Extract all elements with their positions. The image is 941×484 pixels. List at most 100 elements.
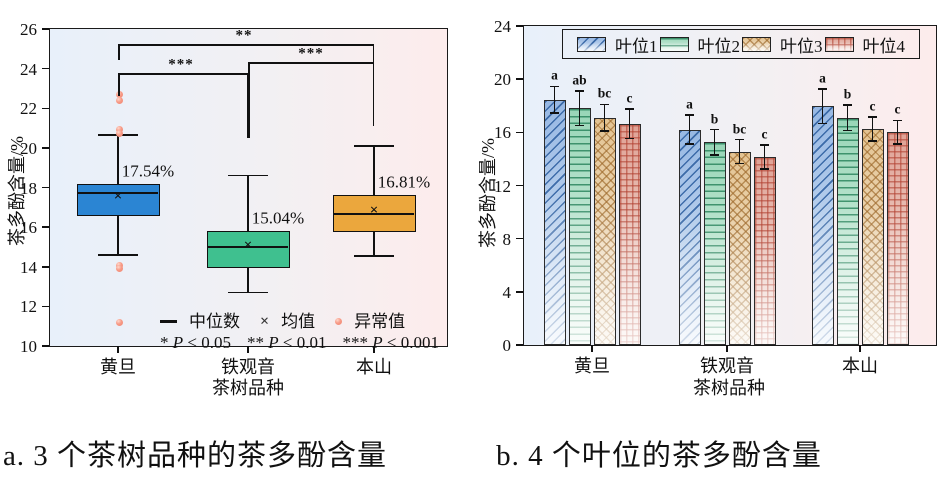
boxplot-legend: 中位数 × 均值 异常值 * P < 0.05 ** P < 0.01 *** P < 0.… <box>160 313 439 351</box>
y-tick-label-a: 26 <box>20 20 37 39</box>
y-tick-a <box>41 305 49 308</box>
whisker-cap-top <box>228 174 268 177</box>
error-bar-cap <box>685 143 694 146</box>
mean-label: 均值 <box>281 312 316 331</box>
x-tick-a <box>247 346 249 353</box>
x-tick-b <box>859 345 861 352</box>
whisker-cap-bottom <box>98 254 138 256</box>
sig-letter: c <box>626 90 633 106</box>
outlier-marker <box>115 96 123 104</box>
caption-b: b. 4 个叶位的茶多酚含量 <box>496 440 822 472</box>
category-label-a: 本山 <box>356 357 392 377</box>
mean-x-icon: × <box>260 312 270 330</box>
y-tick-label-a: 20 <box>20 138 37 158</box>
error-bar-line <box>871 117 874 141</box>
category-label-a: 铁观音 <box>221 357 275 377</box>
y-tick-label-a: 22 <box>20 99 37 119</box>
error-bar-cap <box>868 116 877 118</box>
y-tick-label-a: 12 <box>20 297 37 317</box>
y-tick-a <box>41 107 49 109</box>
y-tick-label-b: 8 <box>502 229 512 249</box>
sig-bracket-drop <box>246 73 248 138</box>
error-bar-cap <box>868 140 877 142</box>
y-tick-a <box>41 345 49 347</box>
outlier-marker <box>115 318 123 326</box>
error-bar-cap <box>575 90 584 92</box>
y-tick-b <box>515 237 523 240</box>
sig-letter: a <box>819 70 826 86</box>
y-tick-b <box>515 291 523 293</box>
plot-area-a: 中位数 × 均值 异常值 * P < 0.05 ** P < 0.01 *** P < 0.… <box>20 21 448 376</box>
sig-label: *** <box>168 56 194 73</box>
category-label-b: 铁观音 <box>700 356 754 376</box>
legend-item-leaf3: 叶位3 <box>742 32 823 57</box>
error-bar-line <box>763 144 766 169</box>
sig-bracket-line <box>118 73 248 75</box>
bar-叶位4-黄旦 <box>618 123 641 345</box>
error-bar-line <box>578 91 581 126</box>
leaf3-swatch-icon <box>742 36 771 52</box>
error-bar-cap <box>818 122 827 125</box>
outlier-marker <box>115 265 123 273</box>
y-tick-a <box>41 226 49 228</box>
sig-letter: a <box>551 67 558 83</box>
error-bar-line <box>603 104 606 131</box>
mean-marker: × <box>243 237 253 254</box>
leaf2-swatch-icon <box>659 36 689 52</box>
error-bar-cap <box>600 130 609 132</box>
error-bar-cap <box>843 104 852 106</box>
box <box>206 231 290 268</box>
legend-label-leaf3: 叶位3 <box>780 36 823 56</box>
leaf4-swatch-icon <box>824 36 854 52</box>
error-bar-cap <box>710 128 719 131</box>
median-line <box>208 245 288 248</box>
y-tick-b <box>515 25 523 27</box>
bar-叶位2-铁观音 <box>703 142 726 345</box>
error-bar-cap <box>735 162 744 165</box>
sig-letter: ab <box>572 72 587 88</box>
error-bar-line <box>713 129 716 155</box>
error-bar-cap <box>625 137 634 140</box>
outlier-icon <box>335 318 343 325</box>
x-tick-a <box>373 346 375 353</box>
plot-area-b: 叶位1 叶位2 叶位3 叶位4 24 20 16 12 8 4 0 黄旦 铁观音 本山 a a a ab b… <box>494 18 937 375</box>
category-label-a: 黄旦 <box>100 357 136 377</box>
legend-item-leaf2: 叶位2 <box>659 32 741 57</box>
legend-row-pvalues: * P < 0.05 ** P < 0.01 *** P < 0.001 <box>160 334 439 351</box>
sig-bracket-drop <box>118 73 120 96</box>
whisker-cap-bottom <box>228 291 268 294</box>
x-tick-a <box>117 346 119 353</box>
leaf1-swatch-icon <box>577 36 606 52</box>
error-bar-cap <box>625 108 634 110</box>
whisker-cap-bottom <box>354 255 394 257</box>
legend-label-leaf2: 叶位2 <box>697 36 741 56</box>
sig-bracket-drop <box>372 62 374 126</box>
y-tick-a <box>41 266 49 268</box>
bar-叶位4-铁观音 <box>753 156 776 345</box>
error-bar-cap <box>550 112 559 114</box>
y-tick-a <box>41 67 49 70</box>
error-bar-line <box>896 120 899 145</box>
category-label-b: 黄旦 <box>574 356 610 376</box>
legend-label-leaf4: 叶位4 <box>862 36 906 56</box>
outlier-marker <box>115 129 123 137</box>
legend-label-leaf1: 叶位1 <box>615 36 658 56</box>
x-axis-label-a: 茶树品种 <box>212 378 284 398</box>
error-bar-cap <box>843 129 852 132</box>
y-tick-a <box>41 147 49 149</box>
sig-letter: bc <box>597 85 612 101</box>
outlier-marker <box>115 125 123 133</box>
mean-value-label: 15.04% <box>251 208 305 228</box>
error-bar-cap <box>893 143 902 146</box>
sig-letter: b <box>710 111 719 127</box>
sig-letter: c <box>869 98 876 114</box>
error-bar-line <box>821 89 824 124</box>
y-tick-label-b: 16 <box>494 123 511 143</box>
p-value-label: *** P < 0.001 <box>342 333 439 352</box>
error-bar-line <box>628 109 631 139</box>
y-tick-b <box>515 184 523 187</box>
y-tick-label-b: 24 <box>494 17 511 36</box>
error-bar-line <box>846 105 849 131</box>
median-line-icon <box>160 320 177 323</box>
